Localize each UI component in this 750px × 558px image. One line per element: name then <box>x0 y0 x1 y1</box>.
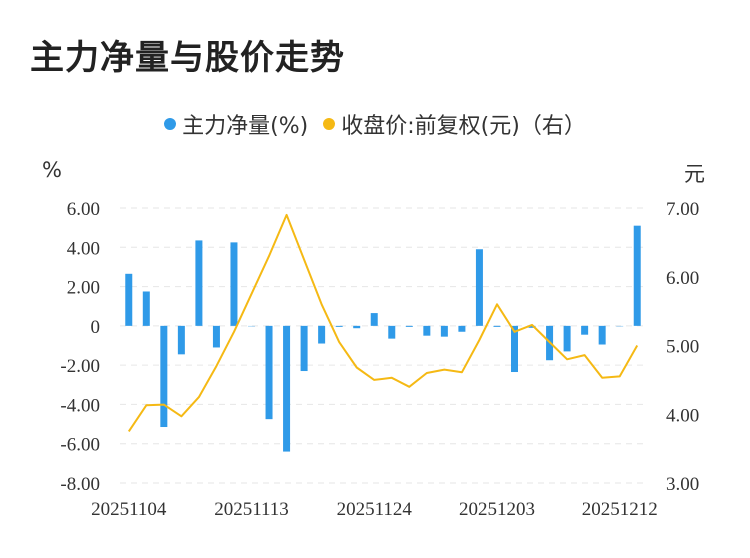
bar <box>230 242 238 326</box>
left-tick-label: -4.00 <box>60 395 100 416</box>
bar-series <box>125 225 641 452</box>
x-tick-label: 20251203 <box>459 499 535 520</box>
bar <box>142 291 150 326</box>
left-tick-label: -2.00 <box>60 356 100 377</box>
right-tick-label: 4.00 <box>666 405 699 426</box>
left-tick-label: 0 <box>91 317 101 338</box>
left-tick-label: 2.00 <box>67 278 100 299</box>
bar <box>177 325 185 355</box>
bar <box>405 325 413 327</box>
left-tick-label: -8.00 <box>60 474 100 495</box>
bar <box>423 325 431 336</box>
bar <box>458 325 466 332</box>
right-tick-label: 5.00 <box>666 337 699 358</box>
legend-dot-close-price <box>323 118 336 130</box>
bar <box>493 325 501 327</box>
bar <box>633 225 641 326</box>
x-tick-label: 20251104 <box>91 499 167 520</box>
legend: 主力净量(%) 收盘价:前复权(元)（右） <box>0 108 750 140</box>
bar <box>248 325 255 327</box>
bar <box>160 325 168 428</box>
left-axis-ticks: 6.00 4.00 2.00 0 -2.00 -4.00 -6.00 -8.00 <box>60 199 100 495</box>
left-axis-unit: % <box>42 158 62 182</box>
bar <box>370 313 378 326</box>
line-series <box>127 213 639 432</box>
x-tick-label: 20251113 <box>214 499 289 520</box>
right-tick-label: 3.00 <box>666 474 699 495</box>
bar <box>511 325 518 373</box>
bar <box>598 325 606 345</box>
right-axis-unit: 元 <box>684 162 705 186</box>
legend-item-close-price[interactable]: 收盘价:前复权(元)（右） <box>323 108 586 140</box>
bar <box>265 325 273 420</box>
x-tick-label: 20251124 <box>337 499 413 520</box>
bar <box>388 325 396 339</box>
bar <box>300 325 308 372</box>
legend-item-main-net[interactable]: 主力净量(%) <box>164 108 308 140</box>
bar <box>440 325 448 337</box>
bar <box>335 325 343 327</box>
legend-dot-main-net <box>164 118 177 130</box>
x-axis-ticks: 20251104 20251113 20251124 20251203 20251212 <box>91 499 658 520</box>
right-tick-label: 6.00 <box>666 268 699 289</box>
left-tick-label: 6.00 <box>67 199 100 220</box>
bar <box>212 325 220 348</box>
x-tick-label: 20251212 <box>582 499 658 520</box>
bar <box>195 240 203 326</box>
bar <box>475 249 483 326</box>
right-axis-ticks: 7.00 6.00 5.00 4.00 3.00 <box>666 199 699 495</box>
bar <box>616 325 624 327</box>
bar <box>353 325 361 329</box>
left-tick-label: -6.00 <box>60 435 100 456</box>
bar <box>318 325 326 344</box>
legend-label-main-net: 主力净量(%) <box>182 114 309 139</box>
bar <box>528 325 536 328</box>
bar <box>563 325 571 352</box>
bar <box>125 273 133 326</box>
bar <box>581 325 589 335</box>
legend-label-close-price: 收盘价:前复权(元)（右） <box>341 114 586 139</box>
left-tick-label: 4.00 <box>67 238 100 259</box>
bar <box>283 325 291 452</box>
chart-title: 主力净量与股价走势 <box>30 38 345 78</box>
price-line <box>127 213 639 432</box>
right-tick-label: 7.00 <box>666 199 699 220</box>
